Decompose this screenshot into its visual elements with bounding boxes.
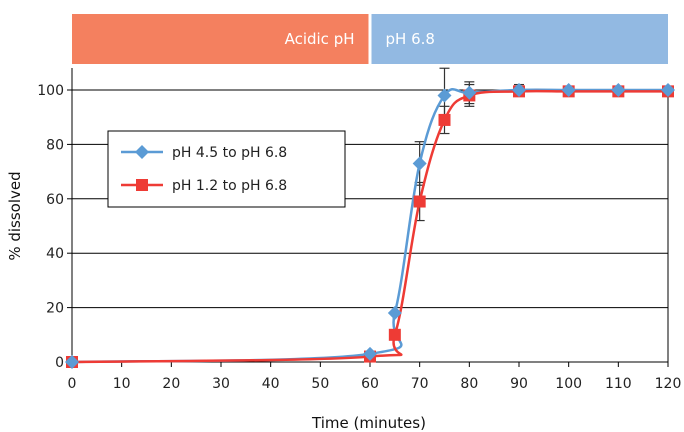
legend-label: pH 1.2 to pH 6.8 [172, 178, 287, 194]
data-point-square [136, 179, 148, 191]
phase-band-label: Acidic pH [285, 30, 355, 48]
data-point-square [413, 195, 426, 208]
x-tick-label: 90 [510, 376, 528, 392]
phase-band [371, 14, 668, 64]
x-tick-label: 30 [212, 376, 230, 392]
x-tick-label: 110 [605, 376, 632, 392]
x-tick-label: 80 [460, 376, 478, 392]
phase-band-label: pH 6.8 [386, 30, 435, 48]
x-tick-label: 70 [411, 376, 429, 392]
legend: pH 4.5 to pH 6.8 pH 1.2 to pH 6.8 [107, 130, 346, 208]
data-point-diamond [512, 83, 526, 97]
data-point-diamond [437, 88, 452, 103]
data-point-diamond [661, 83, 675, 97]
y-axis-title: % dissolved [6, 171, 24, 260]
series-line [71, 88, 668, 364]
data-point-diamond [387, 306, 402, 321]
x-tick-label: 40 [262, 376, 280, 392]
data-point-square [388, 328, 401, 341]
x-tick-label: 20 [162, 376, 180, 392]
data-point-square [438, 113, 451, 126]
y-tick-label: 40 [46, 246, 64, 262]
y-tick-label: 60 [46, 192, 64, 208]
series-markers [65, 83, 675, 369]
series-lines [71, 88, 668, 364]
axes: 0 20 40 60 80 100 0 10 20 30 40 50 60 70 80 90 100 110 120 [37, 68, 681, 392]
legend-label: pH 4.5 to pH 6.8 [172, 145, 287, 161]
data-point-diamond [363, 346, 377, 361]
data-point-diamond [412, 156, 427, 171]
x-tick-label: 60 [361, 376, 379, 392]
y-tick-label: 20 [46, 301, 64, 317]
x-tick-label: 50 [311, 376, 329, 392]
data-point-diamond [65, 355, 79, 369]
phase-band [72, 14, 369, 64]
x-axis-title: Time (minutes) [311, 414, 426, 432]
data-point-diamond [561, 83, 576, 97]
legend-box [107, 130, 346, 208]
y-tick-label: 0 [55, 355, 64, 371]
y-tick-label: 80 [46, 137, 64, 153]
data-point-diamond [611, 83, 626, 97]
y-tick-label: 100 [37, 83, 64, 99]
x-tick-label: 10 [113, 376, 131, 392]
x-tick-label: 0 [68, 376, 77, 392]
x-tick-label: 100 [555, 376, 582, 392]
x-tick-label: 120 [655, 376, 682, 392]
data-point-diamond [135, 145, 149, 159]
phase-bands: Acidic pH pH 6.8 [72, 14, 668, 64]
data-point-diamond [462, 85, 477, 100]
